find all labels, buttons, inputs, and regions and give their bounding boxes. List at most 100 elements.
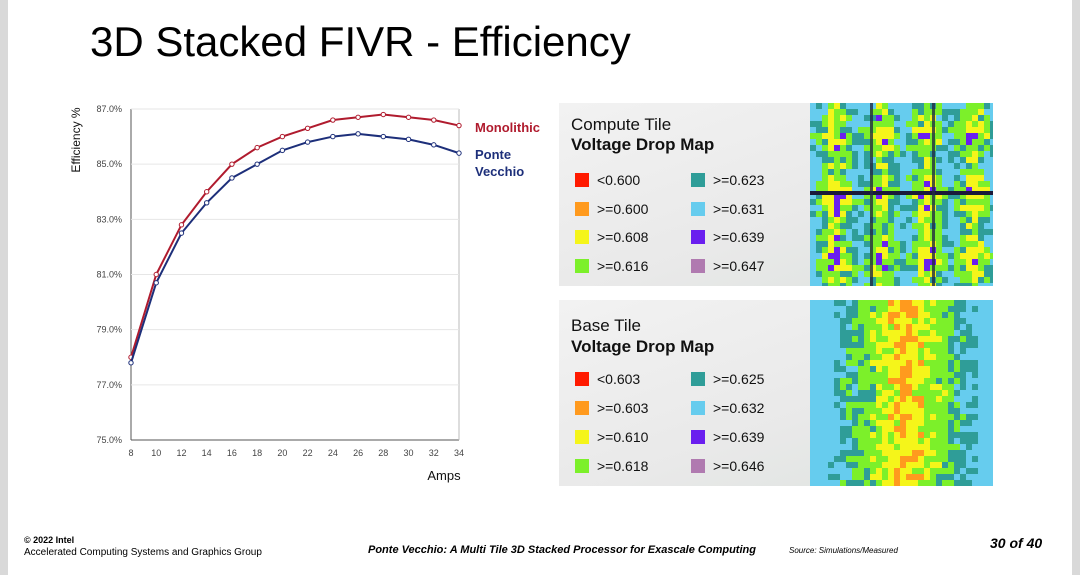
heatmap-cell bbox=[882, 462, 888, 468]
heatmap-cell bbox=[858, 223, 864, 229]
heatmap-cell bbox=[966, 145, 972, 151]
heatmap-cell bbox=[870, 360, 876, 366]
heatmap-cell bbox=[888, 133, 894, 139]
heatmap-cell bbox=[858, 324, 864, 330]
compute-map-subtitle: Voltage Drop Map bbox=[571, 135, 715, 154]
heatmap-cell bbox=[972, 456, 978, 462]
heatmap-cell bbox=[972, 139, 978, 145]
heatmap-cell bbox=[966, 139, 972, 145]
data-point bbox=[330, 117, 336, 123]
heatmap-cell bbox=[978, 318, 984, 324]
heatmap-cell bbox=[834, 354, 840, 360]
heatmap-cell bbox=[936, 390, 942, 396]
heatmap-cell bbox=[966, 229, 972, 235]
heatmap-cell bbox=[990, 396, 993, 402]
heatmap-cell bbox=[942, 217, 948, 223]
data-point bbox=[203, 200, 210, 206]
heatmap-cell bbox=[948, 378, 954, 384]
heatmap-cell bbox=[978, 450, 984, 456]
heatmap-cell bbox=[894, 277, 900, 283]
heatmap-cell bbox=[978, 396, 984, 402]
heatmap-cell bbox=[930, 360, 936, 366]
heatmap-cell bbox=[936, 354, 942, 360]
heatmap-cell bbox=[870, 426, 876, 432]
heatmap-cell bbox=[972, 103, 978, 109]
heatmap-cell bbox=[828, 426, 834, 432]
heatmap-cell bbox=[894, 223, 900, 229]
heatmap-cell bbox=[816, 468, 822, 474]
heatmap-cell bbox=[990, 312, 993, 318]
heatmap-cell bbox=[912, 312, 918, 318]
heatmap-cell bbox=[924, 223, 930, 229]
heatmap-cell bbox=[924, 271, 930, 277]
heatmap-cell bbox=[876, 133, 882, 139]
heatmap-cell bbox=[828, 193, 834, 199]
legend-entry: >=0.632 bbox=[691, 399, 764, 417]
heatmap-cell bbox=[912, 444, 918, 450]
heatmap-cell bbox=[840, 259, 846, 265]
heatmap-cell bbox=[942, 414, 948, 420]
heatmap-cell bbox=[876, 306, 882, 312]
heatmap-cell bbox=[882, 318, 888, 324]
legend-ponte-vecchio: Ponte bbox=[475, 147, 511, 162]
heatmap-cell bbox=[828, 223, 834, 229]
heatmap-cell bbox=[984, 145, 990, 151]
heatmap-cell bbox=[876, 103, 882, 109]
legend-label: >=0.600 bbox=[597, 200, 649, 217]
heatmap-cell bbox=[900, 103, 906, 109]
heatmap-cell bbox=[930, 354, 936, 360]
heatmap-cell bbox=[990, 324, 993, 330]
heatmap-cell bbox=[882, 396, 888, 402]
heatmap-cell bbox=[990, 378, 993, 384]
heatmap-cell bbox=[840, 366, 846, 372]
heatmap-cell bbox=[990, 283, 993, 286]
heatmap-cell bbox=[858, 115, 864, 121]
heatmap-cell bbox=[810, 271, 816, 277]
heatmap-cell bbox=[810, 241, 816, 247]
heatmap-cell bbox=[966, 396, 972, 402]
heatmap-cell bbox=[810, 426, 816, 432]
heatmap-cell bbox=[882, 444, 888, 450]
heatmap-cell bbox=[942, 163, 948, 169]
data-point bbox=[380, 133, 387, 140]
heatmap-cell bbox=[876, 426, 882, 432]
heatmap-cell bbox=[942, 121, 948, 127]
heatmap-cell bbox=[966, 348, 972, 354]
heatmap-cell bbox=[810, 300, 816, 306]
heatmap-cell bbox=[924, 133, 930, 139]
heatmap-cell bbox=[888, 408, 894, 414]
heatmap-cell bbox=[966, 163, 972, 169]
heatmap-cell bbox=[858, 468, 864, 474]
data-point bbox=[355, 131, 361, 137]
heatmap-cell bbox=[888, 324, 894, 330]
heatmap-cell bbox=[972, 354, 978, 360]
heatmap-cell bbox=[984, 480, 990, 486]
heatmap-cell bbox=[966, 480, 972, 486]
legend-label: >=0.610 bbox=[597, 429, 649, 445]
heatmap-cell bbox=[978, 372, 984, 378]
heatmap-cell bbox=[936, 318, 942, 324]
heatmap-cell bbox=[948, 474, 954, 480]
heatmap-cell bbox=[810, 372, 816, 378]
heatmap-cell bbox=[942, 402, 948, 408]
heatmap-cell bbox=[858, 426, 864, 432]
heatmap-cell bbox=[840, 384, 846, 390]
heatmap-cell bbox=[954, 390, 960, 396]
heatmap-cell bbox=[942, 432, 948, 438]
data-point bbox=[178, 222, 185, 228]
heatmap-cell bbox=[864, 312, 870, 318]
heatmap-cell bbox=[978, 265, 984, 271]
heatmap-cell bbox=[840, 474, 846, 480]
heatmap-cell bbox=[978, 223, 984, 229]
heatmap-cell bbox=[948, 235, 954, 241]
heatmap-cell bbox=[990, 360, 993, 366]
heatmap-cell bbox=[810, 163, 816, 169]
heatmap-cell bbox=[942, 205, 948, 211]
heatmap-cell bbox=[972, 336, 978, 342]
heatmap-cell bbox=[942, 103, 948, 109]
heatmap-cell bbox=[978, 390, 984, 396]
heatmap-cell bbox=[942, 181, 948, 187]
heatmap-cell bbox=[882, 163, 888, 169]
heatmap-cell bbox=[930, 462, 936, 468]
heatmap-cell bbox=[840, 271, 846, 277]
